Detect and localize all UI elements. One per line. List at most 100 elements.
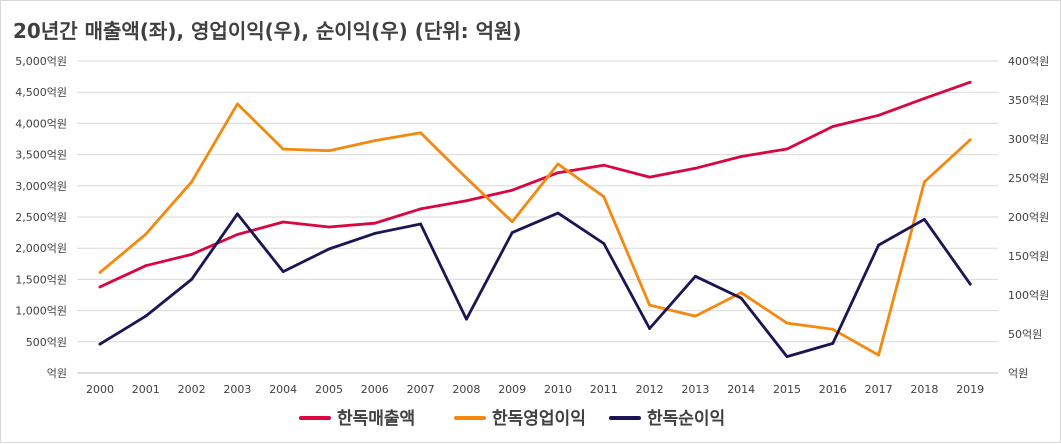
legend: 한독매출액 한독영업이익 한독순이익 bbox=[299, 409, 725, 429]
data-point-2 bbox=[923, 180, 926, 184]
data-point-3 bbox=[602, 242, 606, 245]
x-tick-label: 2015 bbox=[773, 383, 801, 396]
x-tick-label: 2011 bbox=[590, 383, 618, 396]
x-tick-label: 2016 bbox=[819, 383, 847, 396]
data-point-2 bbox=[510, 220, 514, 224]
series-line-3 bbox=[98, 211, 972, 359]
data-point-2 bbox=[281, 147, 285, 151]
data-point-3 bbox=[877, 243, 880, 247]
x-tick-label: 2000 bbox=[86, 383, 114, 396]
x-tick-label: 2014 bbox=[727, 383, 755, 396]
data-point-1 bbox=[602, 163, 606, 167]
data-point-3 bbox=[648, 327, 651, 330]
right-tick-label: 400억원 bbox=[1008, 55, 1049, 68]
data-point-3 bbox=[373, 231, 377, 235]
x-tick-label: 2002 bbox=[178, 383, 206, 396]
data-point-2 bbox=[785, 321, 789, 325]
series-line-1 bbox=[98, 80, 972, 289]
right-tick-label: 50억원 bbox=[1008, 328, 1042, 341]
data-point-3 bbox=[465, 317, 468, 321]
x-tick-label: 2019 bbox=[956, 383, 984, 396]
left-tick-label: 2,000억원 bbox=[15, 242, 67, 255]
data-point-1 bbox=[694, 166, 697, 170]
left-tick-label: 3,000억원 bbox=[15, 180, 67, 193]
left-tick-label: 억원 bbox=[47, 367, 67, 380]
gridlines bbox=[77, 60, 998, 374]
data-point-1 bbox=[373, 221, 377, 225]
series-lines bbox=[98, 80, 972, 359]
data-point-1 bbox=[648, 175, 651, 179]
data-point-1 bbox=[785, 147, 789, 151]
data-point-3 bbox=[419, 222, 422, 226]
left-tick-label: 4,000억원 bbox=[15, 117, 67, 130]
data-point-2 bbox=[373, 139, 377, 142]
chart-title: 20년간 매출액(좌), 영업이익(우), 순이익(우) (단위: 억원) bbox=[13, 19, 522, 43]
data-point-2 bbox=[465, 176, 468, 180]
data-point-1 bbox=[465, 199, 468, 203]
data-point-2 bbox=[877, 353, 880, 357]
data-point-2 bbox=[831, 327, 835, 331]
x-tick-label: 2007 bbox=[407, 383, 435, 396]
data-point-1 bbox=[556, 171, 560, 175]
data-point-3 bbox=[236, 212, 239, 216]
data-point-3 bbox=[831, 341, 835, 345]
left-tick-label: 1,000억원 bbox=[15, 305, 67, 318]
data-point-1 bbox=[831, 125, 835, 128]
legend-label-3: 한독순이익 bbox=[647, 409, 725, 429]
left-tick-label: 5,000억원 bbox=[15, 55, 67, 68]
data-point-2 bbox=[556, 162, 560, 166]
x-tick-label: 2004 bbox=[269, 383, 297, 396]
x-tick-label: 2008 bbox=[452, 383, 480, 396]
data-point-2 bbox=[98, 270, 102, 274]
data-point-2 bbox=[144, 232, 148, 236]
data-point-2 bbox=[648, 303, 651, 307]
data-point-2 bbox=[968, 138, 972, 142]
data-point-3 bbox=[281, 270, 285, 273]
data-point-3 bbox=[694, 274, 697, 278]
data-point-1 bbox=[923, 97, 926, 100]
x-tick-label: 2001 bbox=[132, 383, 160, 396]
data-point-3 bbox=[923, 217, 926, 221]
data-point-3 bbox=[739, 296, 743, 300]
data-point-1 bbox=[144, 264, 148, 268]
x-tick-label: 2017 bbox=[865, 383, 893, 396]
x-tick-label: 2010 bbox=[544, 383, 572, 396]
data-point-2 bbox=[739, 291, 743, 295]
left-tick-label: 1,500억원 bbox=[15, 273, 67, 286]
series-line-2 bbox=[98, 102, 972, 357]
x-tick-label: 2003 bbox=[223, 383, 251, 396]
data-point-1 bbox=[510, 188, 514, 192]
legend-label-2: 한독영업이익 bbox=[492, 409, 586, 429]
left-axis: 억원 500억원 1,000억원 1,500억원 2,000억원 2,500억원 3,000… bbox=[15, 55, 67, 380]
x-tick-label: 2005 bbox=[315, 383, 343, 396]
right-axis: 억원 50억원 100억원 150억원 200억원 250억원 300억원 350억원 400억… bbox=[1008, 55, 1049, 380]
data-point-3 bbox=[510, 231, 514, 235]
left-tick-label: 500억원 bbox=[26, 336, 67, 349]
right-tick-label: 150억원 bbox=[1008, 250, 1049, 263]
x-tick-label: 2006 bbox=[361, 383, 389, 396]
right-tick-label: 250억원 bbox=[1008, 172, 1049, 185]
right-tick-label: 억원 bbox=[1008, 367, 1028, 380]
data-point-3 bbox=[98, 342, 102, 346]
right-tick-label: 350억원 bbox=[1008, 94, 1049, 107]
left-tick-label: 2,500억원 bbox=[15, 211, 67, 224]
data-point-1 bbox=[739, 155, 743, 158]
data-point-3 bbox=[190, 278, 194, 281]
data-point-1 bbox=[236, 233, 239, 236]
data-point-3 bbox=[556, 211, 560, 215]
right-tick-label: 300억원 bbox=[1008, 133, 1049, 146]
right-tick-label: 100억원 bbox=[1008, 289, 1049, 302]
x-tick-label: 2012 bbox=[636, 383, 664, 396]
data-point-1 bbox=[968, 80, 972, 84]
data-point-3 bbox=[968, 282, 972, 286]
data-point-1 bbox=[281, 220, 285, 224]
data-point-3 bbox=[327, 247, 331, 251]
data-point-2 bbox=[602, 195, 606, 199]
data-point-1 bbox=[877, 113, 880, 117]
x-tick-label: 2009 bbox=[498, 383, 526, 396]
data-point-1 bbox=[190, 253, 194, 256]
legend-label-1: 한독매출액 bbox=[337, 409, 415, 429]
left-tick-label: 3,500억원 bbox=[15, 149, 67, 162]
data-point-3 bbox=[785, 355, 789, 359]
